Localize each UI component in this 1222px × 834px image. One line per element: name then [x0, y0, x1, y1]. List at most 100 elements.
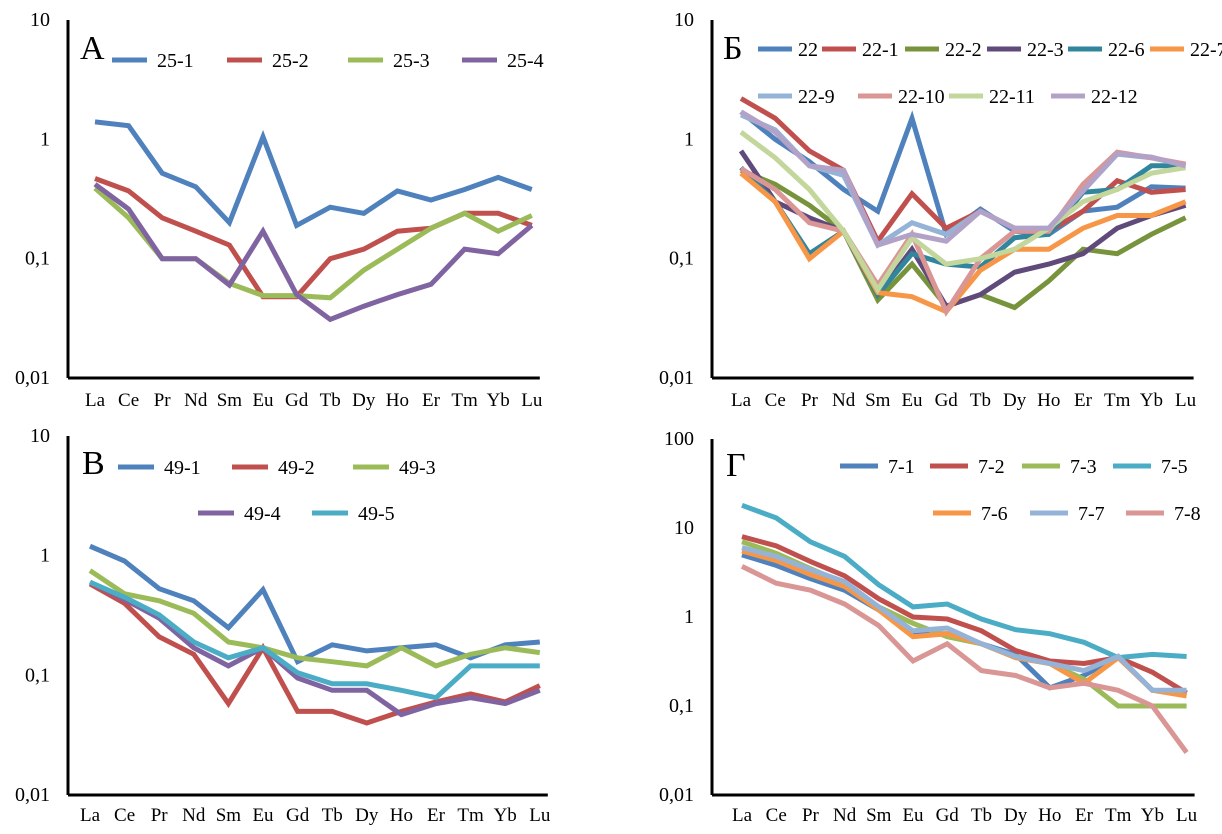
legend-label: 22-12	[1091, 86, 1138, 108]
x-tick-label: Er	[422, 390, 441, 411]
legend-label: 7-3	[1070, 456, 1097, 478]
x-tick-label: Tm	[457, 805, 484, 826]
x-tick-label: La	[80, 805, 101, 826]
x-tick-label: Er	[1074, 390, 1093, 411]
x-tick-label: La	[731, 390, 752, 411]
panel-label: Г	[726, 447, 746, 484]
x-tick-label: Tm	[451, 390, 478, 411]
x-tick-label: Lu	[529, 805, 551, 826]
chart-panel-4: 0,01 0,1 1 10 100 La Ce Pr Nd Sm Eu Gd Tb Dy Ho Er Tm Yb L…	[659, 428, 1201, 826]
y-tick-label: 0,1	[25, 248, 50, 270]
x-tick-label: Nd	[184, 390, 208, 411]
x-tick-label: Yb	[487, 390, 510, 411]
series-line-25-1	[94, 119, 533, 229]
legend-label: 22-2	[945, 39, 982, 61]
chart-panel-1: 0,01 0,1 1 10 La Ce Pr Nd Sm Eu Gd Tb Dy Ho Er Tm Yb Lu А 2…	[15, 9, 544, 411]
series-line-49-3	[88, 568, 541, 669]
x-tick-label: Er	[427, 805, 446, 826]
x-tick-label: Tb	[320, 390, 341, 411]
x-tick-label: Pr	[801, 390, 819, 411]
x-tick-label: Yb	[1140, 390, 1163, 411]
x-tick-label: Ce	[766, 805, 787, 826]
x-tick-label: Pr	[151, 805, 169, 826]
series-line-49-4	[88, 579, 541, 718]
legend-label: 25-4	[507, 50, 544, 72]
x-tick-label: Pr	[154, 390, 172, 411]
x-tick-label: Dy	[1003, 390, 1027, 411]
legend-label: 22-3	[1027, 39, 1064, 61]
legend-label: 25-1	[157, 50, 194, 72]
series-line-7-7	[741, 545, 1187, 693]
series-line-22-7	[739, 171, 1187, 315]
legend-label: 22-1	[862, 39, 899, 61]
series-line-22-3	[738, 149, 1187, 310]
x-tick-label: Nd	[832, 390, 856, 411]
y-tick-label: 10	[30, 425, 50, 447]
x-tick-label: Ho	[1038, 805, 1061, 826]
x-tick-label: Sm	[217, 390, 243, 411]
series-line-7-8	[740, 564, 1189, 754]
legend-label: 22-7	[1190, 39, 1222, 61]
legend-label: 49-5	[358, 503, 395, 525]
y-tick-label: 1	[684, 606, 694, 628]
x-tick-label: Nd	[182, 805, 206, 826]
x-tick-label: Eu	[252, 390, 274, 411]
y-tick-label: 100	[664, 428, 694, 450]
x-tick-label: Dy	[355, 805, 379, 826]
x-tick-label: Ce	[765, 390, 786, 411]
x-tick-label: Sm	[865, 390, 891, 411]
legend-label: 49-2	[278, 457, 315, 479]
chart-panel-2: 0,01 0,1 1 10 La Ce Pr Nd Sm Eu Gd Tb Dy Ho Er Tm Yb Lu Б 2…	[659, 9, 1222, 411]
y-tick-label: 0,01	[659, 367, 694, 389]
x-tick-label: Tm	[1104, 390, 1131, 411]
legend-label: 25-2	[272, 50, 309, 72]
legend-label: 7-7	[1078, 503, 1105, 525]
series-line-25-2	[94, 176, 533, 300]
series-line-7-6	[741, 548, 1188, 699]
x-tick-label: Gd	[936, 805, 960, 826]
legend-label: 7-1	[888, 456, 915, 478]
x-tick-label: Tm	[1105, 805, 1132, 826]
y-tick-label: 10	[30, 9, 50, 31]
series-line-49-2	[88, 581, 541, 726]
legend-label: 22-6	[1108, 39, 1145, 61]
y-tick-label: 0,01	[659, 784, 694, 806]
series-line-22-12	[739, 109, 1187, 249]
x-tick-label: Dy	[352, 390, 376, 411]
x-tick-label: La	[85, 390, 106, 411]
y-tick-label: 1	[40, 545, 50, 567]
y-tick-label: 1	[40, 128, 50, 150]
y-tick-label: 0,01	[15, 784, 50, 806]
panel-label: А	[80, 30, 105, 67]
x-tick-label: Tb	[322, 805, 343, 826]
x-tick-label: Ho	[1037, 390, 1060, 411]
x-tick-label: Ce	[118, 390, 139, 411]
series-line-7-2	[741, 534, 1188, 696]
x-tick-label: Lu	[1175, 390, 1197, 411]
legend-label: 22-9	[798, 86, 835, 108]
legend-label: 49-1	[164, 457, 201, 479]
legend-label: 7-6	[981, 503, 1008, 525]
x-tick-label: Sm	[866, 805, 892, 826]
chart-panel-3: 0,01 0,1 1 10 La Ce Pr Nd Sm Eu Gd Tb Dy Ho Er Tm Yb Lu В 4…	[15, 425, 551, 826]
x-tick-label: Eu	[252, 805, 274, 826]
x-tick-label: Nd	[833, 805, 857, 826]
x-tick-label: Gd	[935, 390, 959, 411]
legend-label: 22-10	[898, 86, 945, 108]
x-tick-label: Tb	[970, 390, 991, 411]
legend-label: 22-11	[989, 86, 1035, 108]
x-tick-label: Yb	[1141, 805, 1164, 826]
x-tick-label: Sm	[216, 805, 242, 826]
x-tick-label: Lu	[1176, 805, 1198, 826]
x-tick-label: Lu	[521, 390, 543, 411]
x-tick-label: Dy	[1004, 805, 1028, 826]
legend-label: 7-8	[1174, 503, 1201, 525]
y-tick-label: 10	[674, 9, 694, 31]
x-tick-label: Pr	[802, 805, 820, 826]
x-tick-label: Ce	[114, 805, 135, 826]
x-tick-label: Eu	[902, 805, 924, 826]
y-tick-label: 0,1	[669, 695, 694, 717]
series-line-25-4	[93, 182, 534, 323]
y-tick-label: 0,1	[669, 248, 694, 270]
x-tick-label: Tb	[971, 805, 992, 826]
